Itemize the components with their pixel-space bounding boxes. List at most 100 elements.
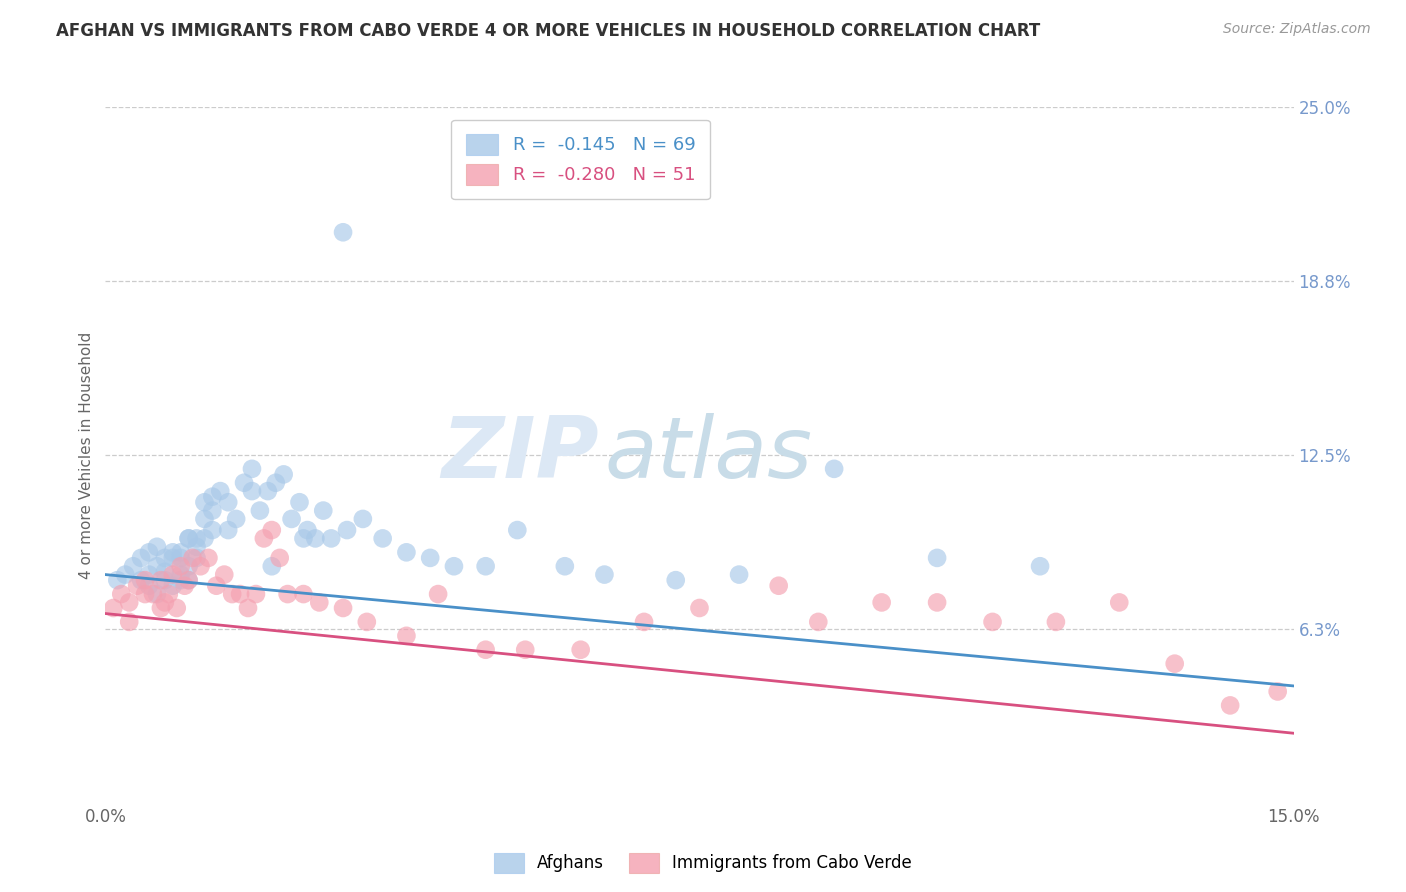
- Point: [149, 601, 172, 615]
- Point: [321, 532, 343, 546]
- Point: [245, 587, 267, 601]
- Point: [170, 545, 193, 559]
- Point: [443, 559, 465, 574]
- Point: [269, 550, 291, 565]
- Point: [633, 615, 655, 629]
- Point: [308, 595, 330, 609]
- Point: [1267, 684, 1289, 698]
- Point: [162, 550, 184, 565]
- Point: [304, 532, 326, 546]
- Point: [292, 587, 315, 601]
- Point: [593, 567, 616, 582]
- Legend: R =  -0.145   N = 69, R =  -0.280   N = 51: R = -0.145 N = 69, R = -0.280 N = 51: [451, 120, 710, 199]
- Point: [177, 573, 200, 587]
- Point: [260, 523, 283, 537]
- Point: [419, 550, 441, 565]
- Point: [186, 540, 208, 554]
- Point: [118, 615, 141, 629]
- Point: [1029, 559, 1052, 574]
- Point: [193, 532, 215, 546]
- Point: [1164, 657, 1187, 671]
- Point: [193, 512, 215, 526]
- Point: [236, 601, 259, 615]
- Text: atlas: atlas: [605, 413, 813, 497]
- Point: [134, 573, 156, 587]
- Point: [170, 573, 193, 587]
- Point: [193, 495, 215, 509]
- Point: [870, 595, 893, 609]
- Point: [336, 523, 359, 537]
- Point: [689, 601, 711, 615]
- Point: [273, 467, 295, 482]
- Point: [288, 495, 311, 509]
- Point: [332, 225, 354, 239]
- Point: [225, 512, 247, 526]
- Text: ZIP: ZIP: [441, 413, 599, 497]
- Point: [506, 523, 529, 537]
- Point: [142, 587, 165, 601]
- Point: [186, 532, 208, 546]
- Point: [166, 601, 188, 615]
- Point: [395, 545, 418, 559]
- Point: [1219, 698, 1241, 713]
- Point: [768, 579, 790, 593]
- Point: [122, 559, 145, 574]
- Point: [515, 642, 537, 657]
- Point: [129, 550, 152, 565]
- Point: [153, 565, 176, 579]
- Point: [823, 462, 845, 476]
- Point: [807, 615, 830, 629]
- Point: [221, 587, 243, 601]
- Point: [157, 587, 180, 601]
- Point: [264, 475, 287, 490]
- Point: [138, 567, 160, 582]
- Point: [177, 559, 200, 574]
- Point: [312, 503, 335, 517]
- Point: [197, 550, 219, 565]
- Point: [170, 559, 193, 574]
- Point: [256, 484, 278, 499]
- Point: [153, 573, 176, 587]
- Point: [217, 495, 239, 509]
- Point: [240, 462, 263, 476]
- Text: AFGHAN VS IMMIGRANTS FROM CABO VERDE 4 OR MORE VEHICLES IN HOUSEHOLD CORRELATION: AFGHAN VS IMMIGRANTS FROM CABO VERDE 4 O…: [56, 22, 1040, 40]
- Point: [177, 573, 200, 587]
- Point: [352, 512, 374, 526]
- Point: [277, 587, 299, 601]
- Point: [214, 567, 236, 582]
- Point: [127, 579, 149, 593]
- Y-axis label: 4 or more Vehicles in Household: 4 or more Vehicles in Household: [79, 331, 94, 579]
- Point: [138, 579, 160, 593]
- Point: [554, 559, 576, 574]
- Point: [201, 503, 224, 517]
- Point: [569, 642, 592, 657]
- Point: [170, 550, 193, 565]
- Point: [110, 587, 132, 601]
- Point: [149, 573, 172, 587]
- Point: [332, 601, 354, 615]
- Point: [292, 532, 315, 546]
- Point: [162, 567, 184, 582]
- Point: [114, 567, 136, 582]
- Point: [356, 615, 378, 629]
- Point: [1108, 595, 1130, 609]
- Point: [474, 559, 496, 574]
- Point: [209, 484, 232, 499]
- Point: [249, 503, 271, 517]
- Point: [153, 595, 176, 609]
- Point: [170, 567, 193, 582]
- Point: [118, 595, 141, 609]
- Point: [134, 587, 156, 601]
- Point: [173, 579, 195, 593]
- Point: [177, 532, 200, 546]
- Point: [981, 615, 1004, 629]
- Point: [177, 532, 200, 546]
- Point: [474, 642, 496, 657]
- Point: [427, 587, 450, 601]
- Point: [201, 523, 224, 537]
- Point: [162, 579, 184, 593]
- Point: [105, 573, 128, 587]
- Point: [665, 573, 688, 587]
- Point: [205, 579, 228, 593]
- Point: [927, 595, 949, 609]
